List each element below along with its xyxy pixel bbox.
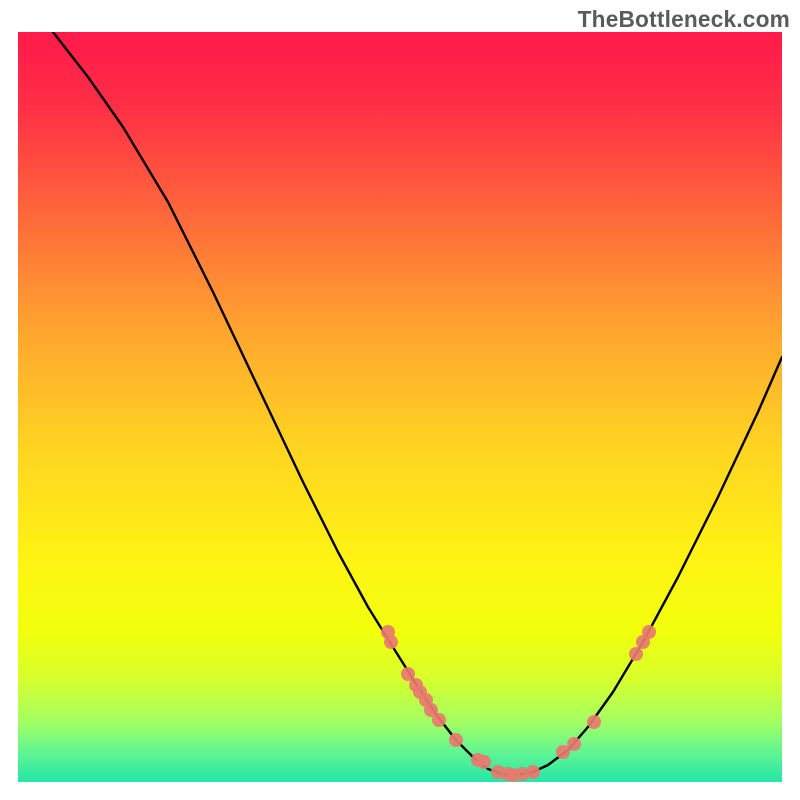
attribution-text: TheBottleneck.com	[578, 6, 790, 33]
bottleneck-curve	[53, 32, 782, 775]
data-point	[568, 738, 581, 751]
plot-area	[18, 32, 782, 782]
data-point	[643, 626, 656, 639]
marker-group	[382, 626, 656, 782]
curve-svg	[18, 32, 782, 782]
data-point	[557, 746, 570, 759]
data-point	[588, 716, 601, 729]
data-point	[385, 636, 398, 649]
data-point	[630, 648, 643, 661]
data-point	[402, 668, 415, 681]
data-point	[450, 734, 463, 747]
data-point	[478, 756, 491, 769]
data-point	[527, 766, 540, 779]
data-point	[433, 714, 446, 727]
